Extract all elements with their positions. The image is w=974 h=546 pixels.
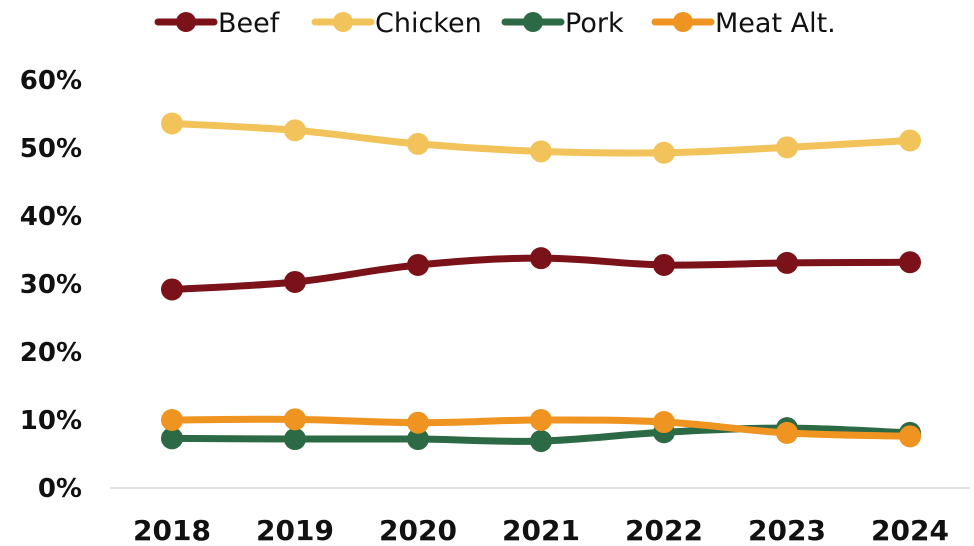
data-point-meat-alt	[653, 411, 675, 434]
x-axis: 2018 2019 2020 2021 2022 2023 2024	[133, 514, 949, 546]
y-tick-label: 60%	[20, 66, 82, 96]
data-point-chicken	[407, 132, 429, 155]
data-point-chicken	[653, 141, 675, 164]
legend-item-pork: Pork	[501, 8, 624, 39]
x-tick-label: 2021	[502, 514, 580, 546]
legend-swatch-marker	[333, 12, 353, 32]
data-point-pork	[284, 428, 306, 451]
legend: Beef Chicken Pork Meat Alt.	[154, 8, 836, 39]
x-tick-label: 2018	[133, 514, 211, 546]
x-tick-label: 2023	[748, 514, 826, 546]
legend-item-chicken: Chicken	[311, 8, 482, 39]
data-point-meat-alt	[407, 411, 429, 434]
legend-label: Pork	[565, 8, 624, 39]
y-tick-label: 0%	[38, 474, 82, 504]
data-point-beef	[530, 247, 552, 270]
series-meat-alt	[161, 408, 921, 448]
data-point-meat-alt	[284, 408, 306, 431]
data-point-meat-alt	[776, 421, 798, 444]
y-tick-label: 30%	[20, 270, 82, 300]
data-point-chicken	[284, 119, 306, 142]
data-point-meat-alt	[161, 409, 183, 431]
y-tick-label: 40%	[20, 202, 82, 232]
legend-item-meat-alt: Meat Alt.	[651, 8, 836, 39]
series-beef	[161, 247, 921, 301]
data-point-chicken	[530, 140, 552, 163]
data-point-beef	[899, 251, 921, 274]
legend-label: Meat Alt.	[715, 8, 836, 39]
data-point-beef	[776, 251, 798, 274]
legend-label: Chicken	[375, 8, 482, 39]
y-tick-label: 50%	[20, 134, 82, 164]
data-point-beef	[407, 253, 429, 276]
data-point-beef	[161, 278, 183, 301]
legend-swatch-marker	[673, 12, 693, 32]
legend-swatch-marker	[523, 12, 543, 32]
data-point-pork	[161, 427, 183, 450]
plot-area	[161, 112, 921, 453]
legend-swatch-marker	[176, 12, 196, 32]
data-point-meat-alt	[530, 409, 552, 431]
legend-label: Beef	[218, 8, 281, 39]
data-point-meat-alt	[899, 425, 921, 448]
legend-item-beef: Beef	[154, 8, 281, 39]
data-point-chicken	[161, 112, 183, 135]
x-tick-label: 2024	[871, 514, 949, 546]
y-axis: 0% 10% 20% 30% 40% 50% 60%	[20, 66, 82, 504]
y-tick-label: 20%	[20, 338, 82, 368]
data-point-beef	[653, 253, 675, 276]
data-point-pork	[530, 430, 552, 453]
data-point-beef	[284, 270, 306, 293]
data-point-chicken	[899, 129, 921, 152]
y-tick-label: 10%	[20, 406, 82, 436]
data-point-chicken	[776, 136, 798, 159]
x-tick-label: 2019	[256, 514, 334, 546]
series-chicken	[161, 112, 921, 164]
x-tick-label: 2022	[625, 514, 703, 546]
data-point-pork	[407, 428, 429, 451]
x-tick-label: 2020	[379, 514, 457, 546]
